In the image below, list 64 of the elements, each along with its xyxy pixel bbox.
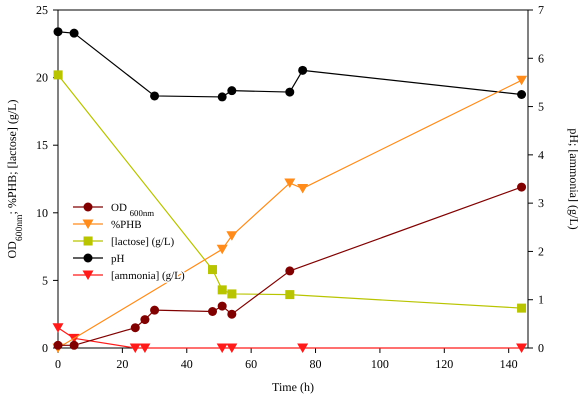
y2-tick-label: 7 — [538, 3, 544, 17]
point — [150, 306, 160, 315]
legend-label: [lactose] (g/L) — [111, 236, 175, 248]
point — [227, 289, 236, 298]
point — [54, 340, 62, 350]
y2-axis-title: pH; [ammonia] (g/L) — [567, 128, 578, 230]
point — [218, 302, 227, 311]
y2-tick-label: 0 — [538, 341, 544, 355]
point — [516, 344, 528, 353]
legend-label: %PHB — [111, 219, 142, 231]
point — [285, 290, 294, 300]
x-tick-label: 40 — [180, 357, 193, 371]
x-tick-label: 0 — [55, 357, 61, 371]
point — [150, 91, 160, 100]
y-tick-label: 20 — [36, 70, 48, 85]
point — [130, 344, 141, 353]
x-tick-label: 100 — [370, 357, 389, 371]
y-tick-label: 25 — [36, 3, 48, 17]
point — [227, 310, 236, 319]
point — [297, 344, 308, 353]
y2-tick-label: 5 — [538, 100, 544, 114]
point — [208, 265, 218, 274]
point — [227, 86, 236, 96]
point — [285, 88, 294, 97]
x-tick-label: 120 — [435, 357, 454, 371]
point — [52, 323, 64, 333]
point — [517, 304, 526, 313]
point — [54, 70, 62, 80]
x-tick-label: 140 — [500, 357, 518, 371]
point — [140, 315, 150, 324]
y2-tick-label: 3 — [538, 196, 544, 210]
y2-tick-label: 6 — [538, 51, 544, 66]
legend-label: pH — [111, 253, 124, 265]
point — [208, 306, 218, 316]
point — [298, 66, 308, 75]
y-tick-label: 15 — [36, 138, 48, 152]
point — [284, 178, 296, 188]
point — [517, 90, 526, 99]
point — [216, 244, 228, 254]
point — [285, 266, 294, 276]
x-tick-label: 80 — [310, 357, 322, 371]
point — [70, 28, 79, 38]
point — [297, 184, 308, 194]
point — [517, 182, 526, 192]
y-tick-label: 0 — [42, 341, 48, 355]
point — [216, 344, 228, 353]
point — [218, 285, 227, 294]
x-tick-label: 60 — [245, 357, 258, 371]
point — [516, 76, 528, 86]
point — [226, 231, 238, 241]
y-tick-label: 10 — [36, 206, 48, 220]
y2-tick-label: 2 — [538, 244, 544, 258]
point — [70, 340, 79, 350]
point — [218, 92, 227, 102]
point — [54, 27, 62, 36]
y2-tick-label: 1 — [538, 292, 544, 307]
legend-label: OD $_{600nm}$ — [111, 202, 154, 218]
y2-tick-label: 4 — [538, 148, 544, 162]
point — [130, 323, 140, 332]
point — [226, 344, 238, 353]
x-tick-label: 20 — [116, 357, 128, 371]
y-tick-label: 5 — [42, 273, 48, 288]
x-axis-title: Time (h) — [272, 380, 314, 394]
point — [139, 344, 150, 353]
